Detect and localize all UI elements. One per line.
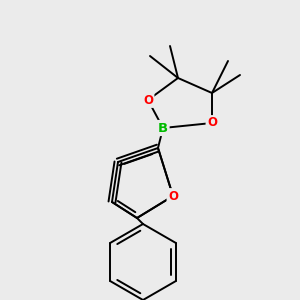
Text: O: O [207, 116, 217, 130]
Text: B: B [158, 122, 168, 134]
Text: O: O [143, 94, 153, 106]
Text: O: O [168, 190, 178, 202]
